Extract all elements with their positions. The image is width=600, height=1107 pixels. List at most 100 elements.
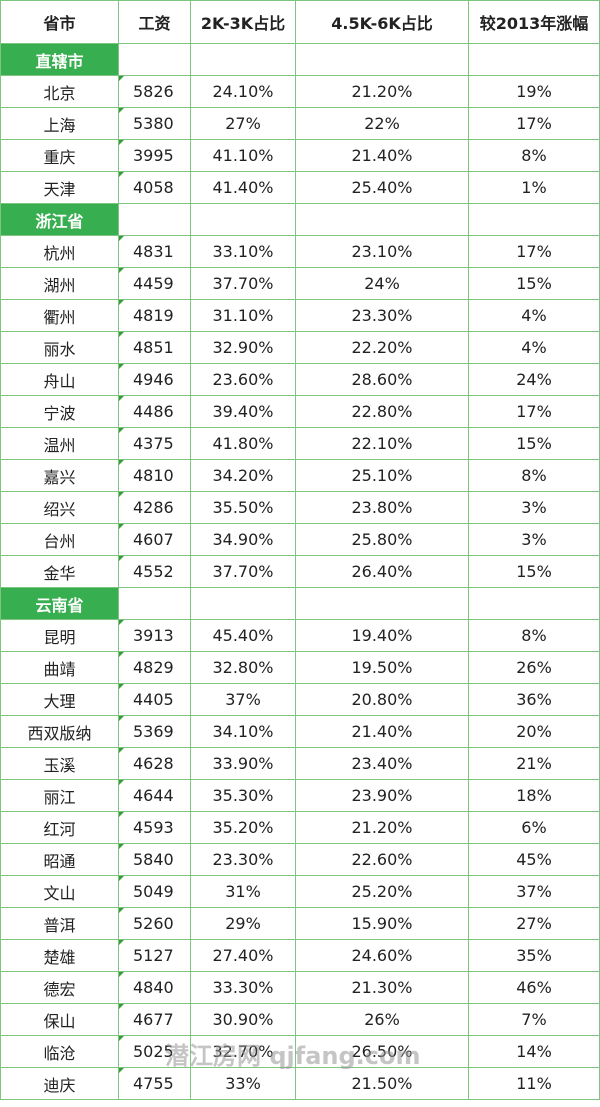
- data-row: 大理 4405 37% 20.80% 36%: [0, 683, 600, 716]
- cell: 28.60%: [295, 363, 469, 396]
- cell: 21.30%: [295, 971, 469, 1004]
- empty-cell: [468, 587, 600, 620]
- watermark: 潜江房网 qjfang.com: [165, 1042, 421, 1070]
- cell: 3995: [118, 139, 191, 172]
- cell: 25.20%: [295, 875, 469, 908]
- cell: 4459: [118, 267, 191, 300]
- data-row: 迪庆 4755 33% 21.50% 11%: [0, 1067, 600, 1100]
- column-header: 工资: [118, 0, 191, 44]
- cell: 35%: [468, 939, 600, 972]
- cell: 21.20%: [295, 811, 469, 844]
- cell: 24.60%: [295, 939, 469, 972]
- cell: 33.30%: [190, 971, 296, 1004]
- data-row: 绍兴 4286 35.50% 23.80% 3%: [0, 491, 600, 524]
- cell: 5369: [118, 715, 191, 748]
- data-row: 上海 5380 27% 22% 17%: [0, 107, 600, 140]
- cell: 4286: [118, 491, 191, 524]
- cell: 4628: [118, 747, 191, 780]
- empty-cell: [295, 587, 469, 620]
- cell: 15%: [468, 267, 600, 300]
- cell: 34.90%: [190, 523, 296, 556]
- cell: 1%: [468, 171, 600, 204]
- cell: 22.60%: [295, 843, 469, 876]
- cell: 4405: [118, 683, 191, 716]
- cell: 绍兴: [0, 491, 119, 524]
- cell: 天津: [0, 171, 119, 204]
- cell: 4755: [118, 1067, 191, 1100]
- data-row: 嘉兴 4810 34.20% 25.10% 8%: [0, 459, 600, 492]
- cell: 34.10%: [190, 715, 296, 748]
- cell: 35.20%: [190, 811, 296, 844]
- cell: 39.40%: [190, 395, 296, 428]
- data-row: 杭州 4831 33.10% 23.10% 17%: [0, 235, 600, 268]
- cell: 20%: [468, 715, 600, 748]
- cell: 5840: [118, 843, 191, 876]
- cell: 14%: [468, 1035, 600, 1068]
- cell: 宁波: [0, 395, 119, 428]
- cell: 19.40%: [295, 619, 469, 652]
- cell: 嘉兴: [0, 459, 119, 492]
- empty-cell: [118, 203, 191, 236]
- cell: 25.40%: [295, 171, 469, 204]
- cell: 24%: [468, 363, 600, 396]
- cell: 32.90%: [190, 331, 296, 364]
- cell: 3%: [468, 523, 600, 556]
- cell: 舟山: [0, 363, 119, 396]
- data-row: 宁波 4486 39.40% 22.80% 17%: [0, 395, 600, 428]
- cell: 迪庆: [0, 1067, 119, 1100]
- cell: 楚雄: [0, 939, 119, 972]
- cell: 19.50%: [295, 651, 469, 684]
- cell: 昆明: [0, 619, 119, 652]
- cell: 33.10%: [190, 235, 296, 268]
- cell: 35.50%: [190, 491, 296, 524]
- cell: 37%: [468, 875, 600, 908]
- data-row: 德宏 4840 33.30% 21.30% 46%: [0, 971, 600, 1004]
- cell: 5127: [118, 939, 191, 972]
- cell: 西双版纳: [0, 715, 119, 748]
- cell: 北京: [0, 75, 119, 108]
- cell: 17%: [468, 235, 600, 268]
- cell: 41.10%: [190, 139, 296, 172]
- empty-cell: [468, 203, 600, 236]
- cell: 3%: [468, 491, 600, 524]
- cell: 4810: [118, 459, 191, 492]
- data-row: 舟山 4946 23.60% 28.60% 24%: [0, 363, 600, 396]
- cell: 保山: [0, 1003, 119, 1036]
- group-name: 浙江省: [0, 203, 119, 236]
- cell: 29%: [190, 907, 296, 940]
- data-row: 北京 5826 24.10% 21.20% 19%: [0, 75, 600, 108]
- cell: 24%: [295, 267, 469, 300]
- cell: 45%: [468, 843, 600, 876]
- cell: 41.80%: [190, 427, 296, 460]
- cell: 36%: [468, 683, 600, 716]
- data-row: 温州 4375 41.80% 22.10% 15%: [0, 427, 600, 460]
- cell: 22%: [295, 107, 469, 140]
- cell: 21.20%: [295, 75, 469, 108]
- cell: 15%: [468, 427, 600, 460]
- cell: 23.40%: [295, 747, 469, 780]
- cell: 21.40%: [295, 139, 469, 172]
- cell: 30.90%: [190, 1003, 296, 1036]
- cell: 46%: [468, 971, 600, 1004]
- cell: 23.10%: [295, 235, 469, 268]
- cell: 5260: [118, 907, 191, 940]
- data-row: 曲靖 4829 32.80% 19.50% 26%: [0, 651, 600, 684]
- cell: 31.10%: [190, 299, 296, 332]
- cell: 德宏: [0, 971, 119, 1004]
- empty-cell: [118, 43, 191, 76]
- cell: 4644: [118, 779, 191, 812]
- cell: 33.90%: [190, 747, 296, 780]
- cell: 37%: [190, 683, 296, 716]
- cell: 4851: [118, 331, 191, 364]
- cell: 4829: [118, 651, 191, 684]
- data-row: 天津 4058 41.40% 25.40% 1%: [0, 171, 600, 204]
- cell: 15.90%: [295, 907, 469, 940]
- cell: 4840: [118, 971, 191, 1004]
- cell: 26.50%: [295, 1035, 469, 1068]
- data-row: 西双版纳 5369 34.10% 21.40% 20%: [0, 715, 600, 748]
- data-row: 金华 4552 37.70% 26.40% 15%: [0, 555, 600, 588]
- data-row: 昭通 5840 23.30% 22.60% 45%: [0, 843, 600, 876]
- cell: 27.40%: [190, 939, 296, 972]
- cell: 22.80%: [295, 395, 469, 428]
